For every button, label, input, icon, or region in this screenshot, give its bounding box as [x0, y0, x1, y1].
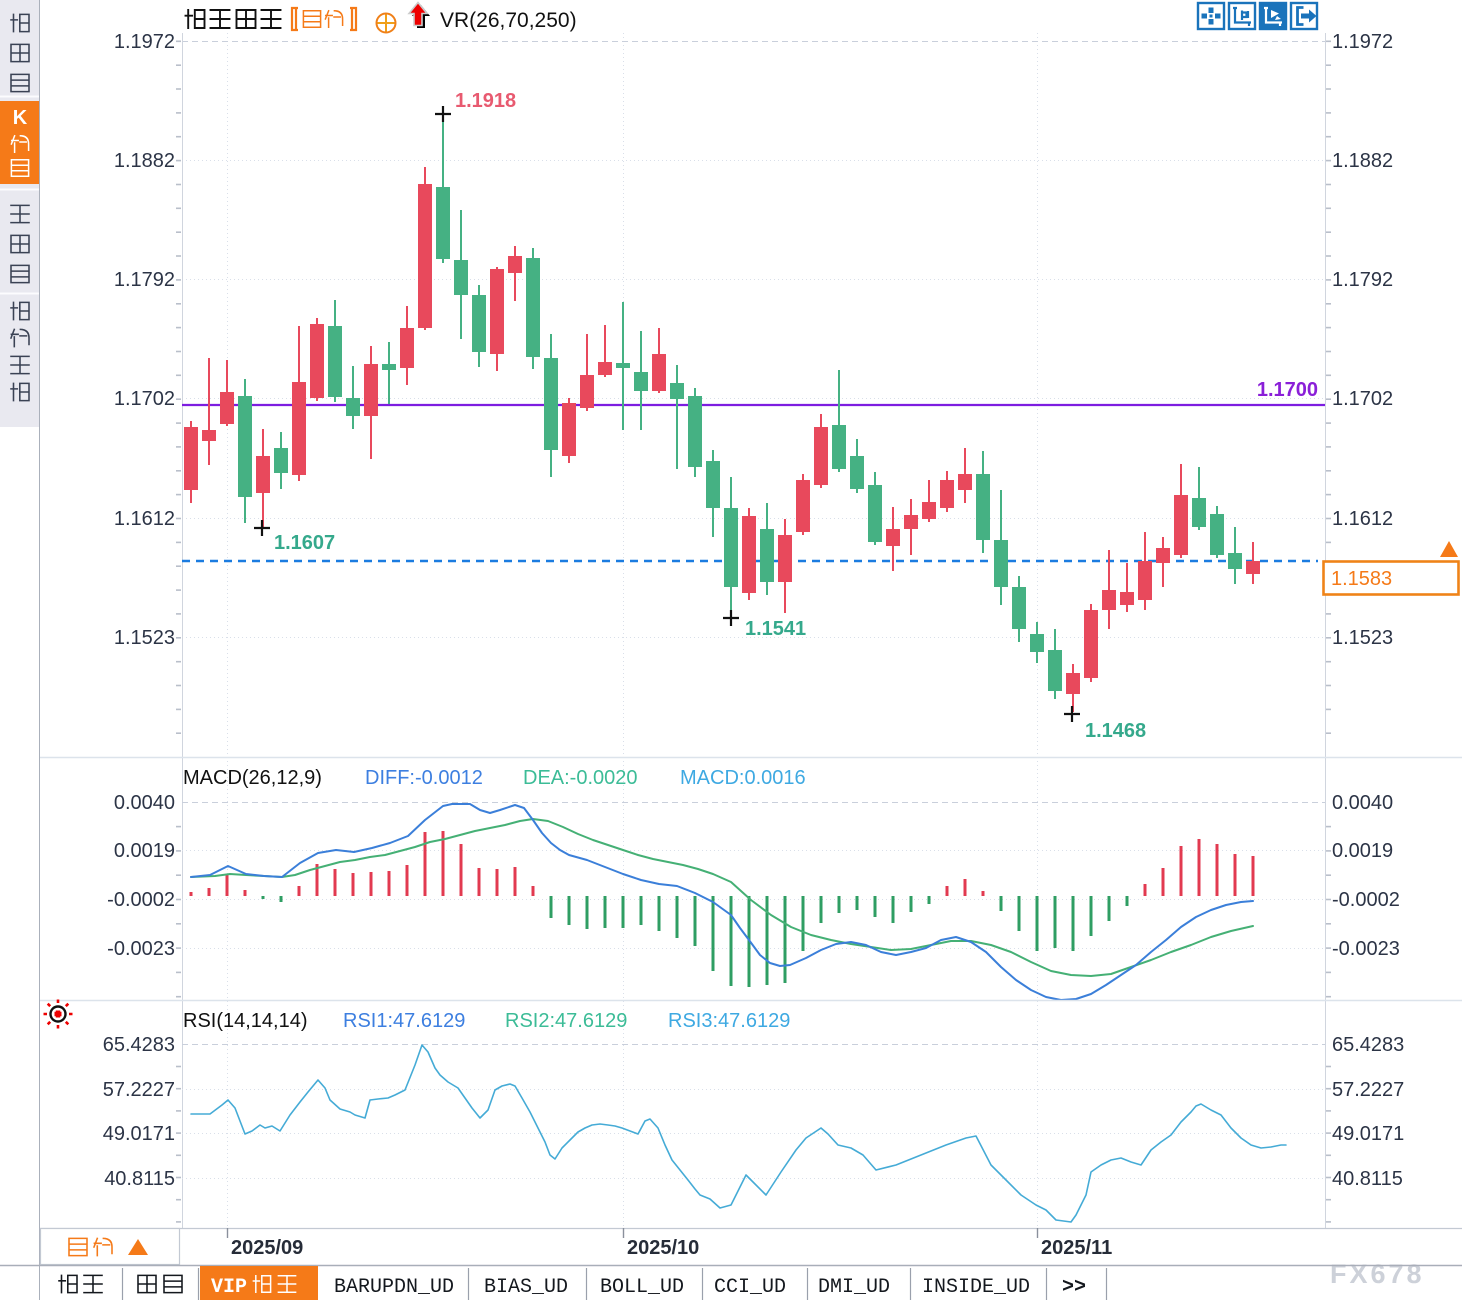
svg-text:DIFF:-0.0012: DIFF:-0.0012 — [365, 767, 483, 789]
svg-text:K: K — [13, 107, 28, 129]
svg-text:1.1468: 1.1468 — [1085, 720, 1146, 742]
svg-text:RSI3:47.6129: RSI3:47.6129 — [668, 1010, 790, 1032]
svg-text:2025/10: 2025/10 — [627, 1237, 699, 1259]
svg-text:-0.0023: -0.0023 — [107, 938, 175, 960]
svg-text:FX678: FX678 — [1330, 1259, 1425, 1289]
svg-text:>>: >> — [1062, 1276, 1086, 1299]
svg-text:1.1612: 1.1612 — [1332, 508, 1393, 530]
svg-text:1.1607: 1.1607 — [274, 532, 335, 554]
svg-text:MACD(26,12,9): MACD(26,12,9) — [183, 767, 322, 789]
svg-text:1.1702: 1.1702 — [1332, 388, 1393, 410]
svg-text:1.1882: 1.1882 — [1332, 150, 1393, 172]
svg-text:1.1918: 1.1918 — [455, 90, 516, 112]
svg-text:65.4283: 65.4283 — [1332, 1034, 1404, 1056]
svg-text:1.1523: 1.1523 — [1332, 627, 1393, 649]
svg-text:1.1612: 1.1612 — [114, 508, 175, 530]
svg-text:1.1792: 1.1792 — [114, 269, 175, 291]
svg-text:49.0171: 49.0171 — [1332, 1123, 1404, 1145]
svg-text:1.1972: 1.1972 — [114, 31, 175, 53]
svg-text:49.0171: 49.0171 — [103, 1123, 175, 1145]
svg-text:INSIDE_UD: INSIDE_UD — [922, 1276, 1030, 1299]
svg-text:RSI(14,14,14): RSI(14,14,14) — [183, 1010, 308, 1032]
svg-text:-0.0002: -0.0002 — [1332, 889, 1400, 911]
svg-text:DMI_UD: DMI_UD — [818, 1276, 890, 1299]
svg-text:2025/11: 2025/11 — [1041, 1237, 1112, 1259]
svg-text:1.1972: 1.1972 — [1332, 31, 1393, 53]
svg-text:-0.0002: -0.0002 — [107, 889, 175, 911]
svg-text:1.1583: 1.1583 — [1331, 568, 1392, 590]
svg-text:1.1523: 1.1523 — [114, 627, 175, 649]
svg-text:CCI_UD: CCI_UD — [714, 1276, 786, 1299]
svg-text:40.8115: 40.8115 — [1332, 1168, 1403, 1190]
svg-text:65.4283: 65.4283 — [103, 1034, 175, 1056]
svg-text:2025/09: 2025/09 — [231, 1237, 303, 1259]
svg-text:40.8115: 40.8115 — [104, 1168, 175, 1190]
svg-text:MACD:0.0016: MACD:0.0016 — [680, 767, 806, 789]
svg-text:0.0040: 0.0040 — [114, 792, 175, 814]
svg-text:VR(26,70,250): VR(26,70,250) — [440, 9, 577, 32]
svg-text:-0.0023: -0.0023 — [1332, 938, 1400, 960]
svg-text:1.1702: 1.1702 — [114, 388, 175, 410]
svg-text:RSI1:47.6129: RSI1:47.6129 — [343, 1010, 465, 1032]
svg-text:DEA:-0.0020: DEA:-0.0020 — [523, 767, 638, 789]
svg-text:BOLL_UD: BOLL_UD — [600, 1276, 684, 1299]
svg-text:0.0040: 0.0040 — [1332, 792, 1393, 814]
svg-text:0.0019: 0.0019 — [1332, 840, 1393, 862]
svg-text:VIP: VIP — [211, 1276, 247, 1299]
svg-text:57.2227: 57.2227 — [103, 1079, 175, 1101]
svg-text:1.1700: 1.1700 — [1257, 379, 1318, 401]
svg-text:1.1882: 1.1882 — [114, 150, 175, 172]
svg-text:0.0019: 0.0019 — [114, 840, 175, 862]
svg-text:1.1541: 1.1541 — [745, 618, 806, 640]
svg-text:RSI2:47.6129: RSI2:47.6129 — [505, 1010, 627, 1032]
svg-text:BIAS_UD: BIAS_UD — [484, 1276, 568, 1299]
svg-text:BARUPDN_UD: BARUPDN_UD — [334, 1276, 454, 1299]
svg-text:1.1792: 1.1792 — [1332, 269, 1393, 291]
svg-text:57.2227: 57.2227 — [1332, 1079, 1404, 1101]
